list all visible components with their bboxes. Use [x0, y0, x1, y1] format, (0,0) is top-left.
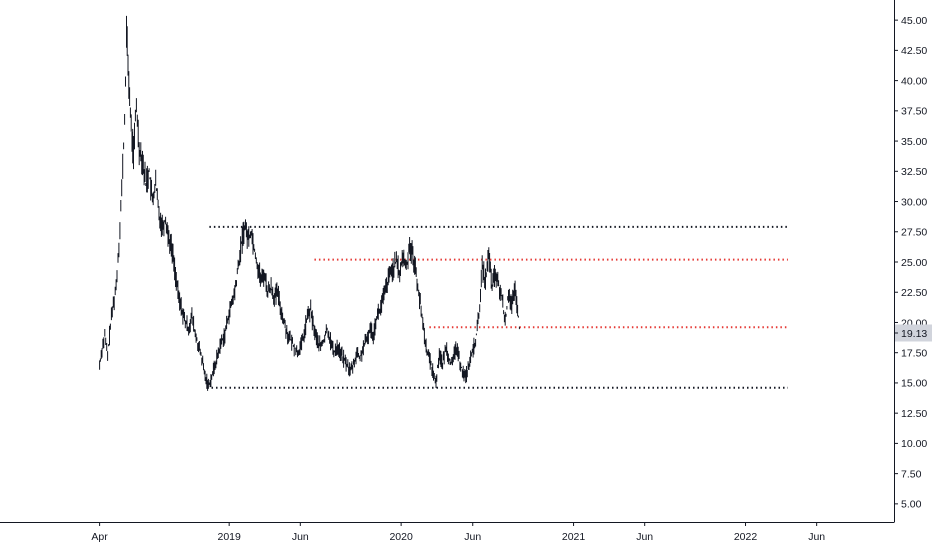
price-tick-label: 22.50: [901, 287, 927, 299]
time-tick-label: 2020: [389, 531, 413, 543]
price-tick-label: 12.50: [901, 408, 927, 420]
price-tick-label: 17.50: [901, 347, 927, 359]
time-tick-label: Jun: [636, 531, 653, 543]
last-price-badge: 19.13: [894, 324, 932, 342]
price-tick-label: 5.00: [901, 499, 922, 511]
price-tick-label: 45.00: [901, 15, 927, 27]
price-tick-label: 15.00: [901, 378, 927, 390]
horizontal-levels: [207, 225, 788, 389]
price-tick-label: 32.50: [901, 166, 927, 178]
price-tick-label: 42.50: [901, 45, 927, 57]
price-tick-label: 37.50: [901, 106, 927, 118]
price-tick-label: 7.50: [901, 468, 922, 480]
price-tick-label: 27.50: [901, 227, 927, 239]
time-tick-label: 2022: [734, 531, 758, 543]
price-tick-label: 40.00: [901, 75, 927, 87]
price-tick-label: 25.00: [901, 257, 927, 269]
price-series: [99, 15, 520, 391]
time-axis[interactable]: Apr 2019 Jun 2020 Jun 2021 Jun 2022 Jun: [0, 522, 895, 543]
price-tick-label: 10.00: [901, 438, 927, 450]
price-tick-label: 35.00: [901, 136, 927, 148]
price-axis[interactable]: 45.00 42.50 40.00 37.50 35.00 32.50 30.00 27.50…: [894, 0, 927, 522]
last-price-badge-bg: [895, 324, 932, 342]
time-tick-label: Jun: [464, 531, 481, 543]
time-tick-label: Jun: [808, 531, 825, 543]
last-price-label: 19.13: [901, 328, 927, 340]
time-tick-label: 2019: [217, 531, 241, 543]
time-tick-label: Apr: [91, 531, 108, 543]
time-tick-label: Jun: [292, 531, 309, 543]
price-series-line: [99, 15, 520, 391]
price-tick-label: 30.00: [901, 196, 927, 208]
time-tick-label: 2021: [562, 531, 586, 543]
